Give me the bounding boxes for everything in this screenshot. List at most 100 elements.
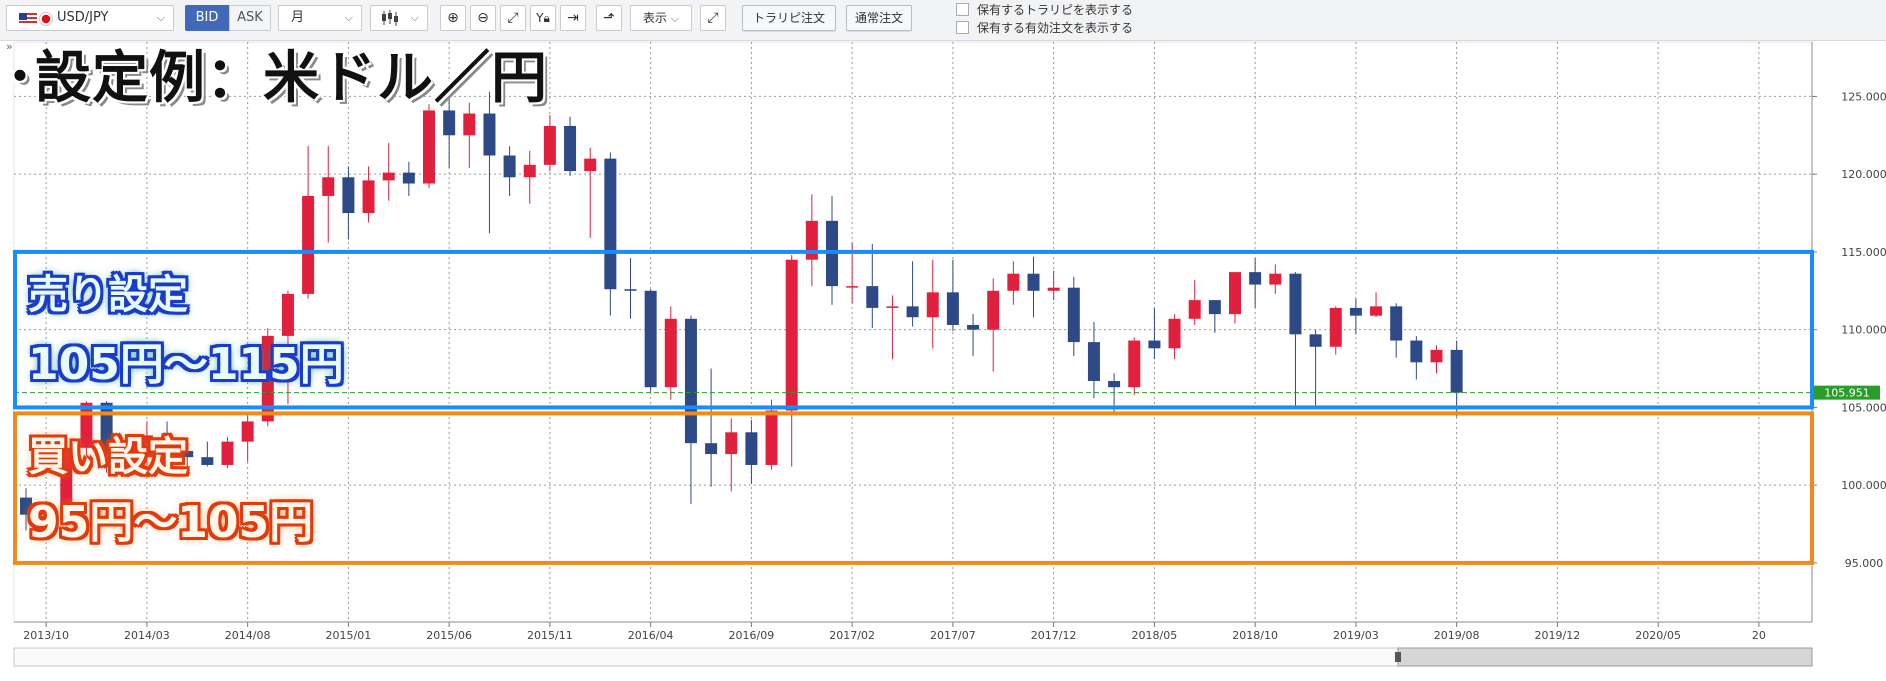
show-trail-positions-checkbox[interactable] <box>956 3 969 16</box>
candlestick-type-icon <box>382 10 398 26</box>
plot-area <box>13 41 1813 623</box>
candle-body <box>1208 300 1221 315</box>
candle-body <box>402 172 415 184</box>
show-active-orders-checkbox[interactable] <box>956 21 969 34</box>
candle-body <box>201 457 214 465</box>
show-trail-positions-option[interactable]: 保有するトラリピを表示する <box>956 2 1133 18</box>
chart-toolbar: USD/JPY ⌵ BID ASK 月 ⌵ ⌵ ⊕ ⊖ ⤢ Y🔒︎ ⇥ ⬏ 表示… <box>0 0 1886 41</box>
show-active-orders-option[interactable]: 保有する有効注文を表示する <box>956 20 1133 36</box>
chevron-down-icon: ⌵ <box>670 12 680 25</box>
x-tick-label: 2017/02 <box>829 629 875 642</box>
zoom-in-icon: ⊕ <box>447 10 459 26</box>
x-tick-label: 2019/03 <box>1333 629 1379 642</box>
chevron-down-icon: ⌵ <box>344 11 353 24</box>
zoom-out-icon: ⊖ <box>477 10 489 26</box>
candle-body <box>1188 300 1201 319</box>
candle-body <box>1067 287 1080 343</box>
y-tick-label: 110.000 <box>1841 324 1886 337</box>
range-navigator-window[interactable] <box>1397 647 1813 667</box>
candle-body <box>926 292 939 318</box>
scroll-end-button[interactable]: ⇥ <box>560 5 586 31</box>
candle-body <box>866 286 879 308</box>
period-label: 月 <box>291 10 305 25</box>
candle-body <box>302 195 315 294</box>
fit-button[interactable]: ⤢ <box>500 5 526 31</box>
chart-type-select[interactable]: ⌵ <box>370 5 428 31</box>
bid-button[interactable]: BID <box>185 5 229 31</box>
candle-body <box>523 164 536 178</box>
candle-body <box>1128 340 1141 388</box>
candle-body <box>342 177 355 214</box>
y-lock-button[interactable]: Y🔒︎ <box>530 5 556 31</box>
candle-body <box>221 441 234 465</box>
x-tick-label: 2017/07 <box>930 629 976 642</box>
collapse-panel-icon[interactable]: » <box>6 40 13 53</box>
x-tick-label: 2015/06 <box>426 629 472 642</box>
add-indicator-button[interactable]: ⬏ <box>596 5 622 31</box>
period-select[interactable]: 月 ⌵ <box>278 5 362 31</box>
expand-button[interactable]: ⤢ <box>700 5 726 31</box>
y-tick-label: 100.000 <box>1841 479 1886 492</box>
candle-body <box>624 289 637 291</box>
show-trail-positions-label: 保有するトラリピを表示する <box>977 3 1134 17</box>
y-tick-label: 125.000 <box>1841 90 1886 103</box>
candle-body <box>120 454 133 458</box>
candle-body <box>40 511 53 515</box>
candle-body <box>60 447 73 512</box>
candle-body <box>1390 306 1403 341</box>
candle-body <box>1148 340 1161 349</box>
range-navigator-handle[interactable] <box>1395 652 1401 662</box>
chevron-down-icon: ⌵ <box>410 11 419 24</box>
candle-body <box>100 402 113 455</box>
candle-body <box>1027 273 1040 291</box>
zoom-out-button[interactable]: ⊖ <box>470 5 496 31</box>
x-tick-label: 2020/05 <box>1635 629 1681 642</box>
candle-body <box>140 435 153 458</box>
trail-order-button[interactable]: トラリピ注文 <box>742 5 836 31</box>
candle-body <box>1269 273 1282 285</box>
candle-body <box>1410 340 1423 363</box>
candle-body <box>1047 287 1060 291</box>
normal-order-button[interactable]: 通常注文 <box>846 5 912 31</box>
candle-body <box>362 180 375 214</box>
x-tick-label: 2019/08 <box>1434 629 1480 642</box>
x-tick-label: 2018/10 <box>1232 629 1278 642</box>
candle-body <box>1087 342 1100 381</box>
candle-body <box>906 306 919 318</box>
candle-body <box>181 450 194 458</box>
x-tick-label: 2013/10 <box>23 629 69 642</box>
candlestick-chart[interactable]: 95.000 100.000 105.000 110.000 115.000 120.00… <box>0 40 1886 681</box>
candle-body <box>1289 273 1302 335</box>
x-tick-label: 2015/11 <box>527 629 573 642</box>
candle-body <box>1168 318 1181 349</box>
currency-pair-label: USD/JPY <box>57 10 109 25</box>
x-tick-label: 2014/08 <box>225 629 271 642</box>
candle-body <box>725 432 738 455</box>
buy-zone-box <box>13 411 1814 565</box>
buy-zone-title: 買い設定 <box>28 434 188 480</box>
buy-zone-range: 95円～105円 <box>28 497 314 548</box>
ask-button[interactable]: ASK <box>229 5 271 31</box>
candle-body <box>765 410 778 465</box>
candle-body <box>1309 334 1322 347</box>
x-tick-label: 20 <box>1752 629 1766 642</box>
y-tick-label: 120.000 <box>1841 168 1886 181</box>
currency-pair-select[interactable]: USD/JPY ⌵ <box>6 5 174 31</box>
x-tick-label: 2016/09 <box>729 629 775 642</box>
show-active-orders-label: 保有する有効注文を表示する <box>977 21 1134 35</box>
candle-body <box>1430 349 1443 363</box>
x-tick-label: 2014/03 <box>124 629 170 642</box>
x-tick-label: 2019/12 <box>1535 629 1581 642</box>
candle-body <box>463 113 476 136</box>
jp-flag-icon <box>39 12 53 26</box>
display-menu-button[interactable]: 表示 ⌵ <box>630 5 692 31</box>
candle-body <box>1329 307 1342 347</box>
display-label: 表示 <box>642 11 667 25</box>
y-tick-label: 95.000 <box>1845 557 1884 570</box>
zoom-in-button[interactable]: ⊕ <box>440 5 466 31</box>
sell-zone-title: 売り設定 <box>28 272 188 318</box>
candle-body <box>644 290 657 388</box>
sell-zone-range: 105円～115円 <box>28 339 344 390</box>
current-price-tag <box>1814 385 1880 400</box>
candle-body <box>281 293 294 336</box>
